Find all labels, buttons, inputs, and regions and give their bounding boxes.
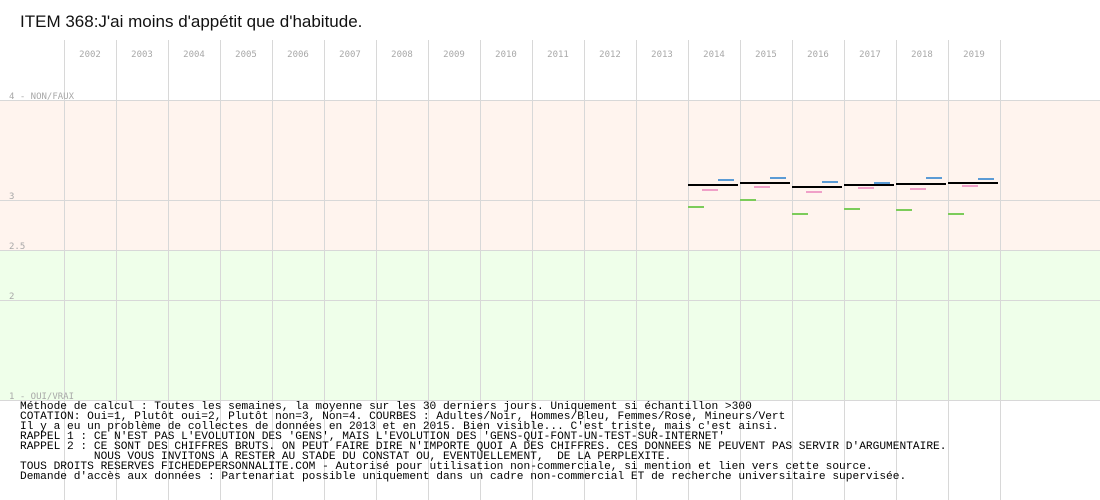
x-tick-label: 2008: [391, 50, 413, 60]
x-tick-label: 2006: [287, 50, 309, 60]
x-tick-label: 2017: [859, 50, 881, 60]
x-tick-label: 2003: [131, 50, 153, 60]
background-band: [0, 100, 1100, 250]
series-hommes: [718, 177, 994, 184]
background-band: [0, 250, 1100, 400]
note-line: RAPPEL 2 : CE SONT DES CHIFFRES BRUTS. O…: [20, 441, 947, 453]
x-tick-label: 2012: [599, 50, 621, 60]
x-tick-label: 2005: [235, 50, 257, 60]
x-tick-label: 2002: [79, 50, 101, 60]
methodology-notes: Méthode de calcul : Toutes les semaines,…: [20, 401, 1095, 483]
x-tick-label: 2010: [495, 50, 517, 60]
background-bands: [0, 0, 1100, 400]
note-line: RAPPEL 1 : CE N'EST PAS L'EVOLUTION DES …: [20, 431, 725, 443]
data-marks: [688, 177, 998, 215]
note-line: Il y a eu un problème de collectes de do…: [20, 421, 779, 433]
x-tick-label: 2016: [807, 50, 829, 60]
vertical-gridlines: [64, 40, 1001, 500]
note-line: Demande d'accès aux données : Partenaria…: [20, 471, 907, 483]
chart-title: ITEM 368:J'ai moins d'appétit que d'habi…: [20, 12, 363, 31]
y-tick-label: 2.5: [9, 242, 25, 252]
horizontal-gridlines: [0, 100, 1100, 401]
x-tick-label: 2015: [755, 50, 777, 60]
y-tick-label: 3: [9, 192, 14, 202]
note-line: TOUS DROITS RESERVES FICHEDEPERSONNALITE…: [20, 461, 873, 473]
note-line: NOUS VOUS INVITONS A RESTER AU STADE DU …: [20, 451, 672, 463]
x-tick-label: 2014: [703, 50, 725, 60]
x-axis-labels: 2002 2003 2004 2005 2006 2007 2008 2009 2010 2011…: [79, 50, 985, 60]
note-line: Méthode de calcul : Toutes les semaines,…: [20, 401, 752, 413]
series-mineurs: [688, 199, 964, 215]
y-tick-label: 2: [9, 292, 14, 302]
series-adultes: [688, 182, 998, 188]
x-tick-label: 2009: [443, 50, 465, 60]
x-tick-label: 2018: [911, 50, 933, 60]
x-tick-label: 2004: [183, 50, 205, 60]
x-tick-label: 2011: [547, 50, 569, 60]
x-tick-label: 2013: [651, 50, 673, 60]
y-tick-label: 4 - NON/FAUX: [9, 92, 75, 102]
y-axis-labels: 4 - NON/FAUX 3 2.5 2 1 - OUI/VRAI: [9, 92, 75, 402]
series-femmes: [702, 185, 978, 193]
note-line: COTATION: Oui=1, Plutôt oui=2, Plutôt no…: [20, 411, 786, 423]
band-top-white: [0, 0, 1100, 100]
y-tick-label: 1 - OUI/VRAI: [9, 392, 74, 402]
x-tick-label: 2019: [963, 50, 985, 60]
x-tick-label: 2007: [339, 50, 361, 60]
